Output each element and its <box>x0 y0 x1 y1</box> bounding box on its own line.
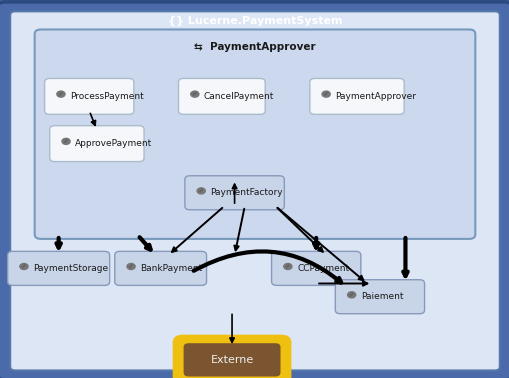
Text: {} Lucerne.PaymentSystem: {} Lucerne.PaymentSystem <box>167 16 342 26</box>
FancyBboxPatch shape <box>45 79 133 114</box>
Text: CCPayment: CCPayment <box>297 264 349 273</box>
Circle shape <box>62 138 70 144</box>
FancyBboxPatch shape <box>183 343 280 376</box>
Text: PaymentApprover: PaymentApprover <box>335 92 415 101</box>
FancyBboxPatch shape <box>8 251 109 285</box>
FancyBboxPatch shape <box>335 280 424 314</box>
FancyBboxPatch shape <box>10 11 499 370</box>
Text: PaymentFactory: PaymentFactory <box>210 188 282 197</box>
Text: Externe: Externe <box>210 355 253 365</box>
Text: BankPayment: BankPayment <box>140 264 202 273</box>
FancyBboxPatch shape <box>178 79 265 114</box>
Text: ApprovePayment: ApprovePayment <box>75 139 152 148</box>
Circle shape <box>347 292 355 298</box>
Text: CancelPayment: CancelPayment <box>204 92 274 101</box>
FancyBboxPatch shape <box>50 125 144 162</box>
Circle shape <box>127 263 135 270</box>
FancyBboxPatch shape <box>185 176 284 210</box>
Text: ProcessPayment: ProcessPayment <box>70 92 144 101</box>
FancyBboxPatch shape <box>174 336 289 378</box>
Circle shape <box>190 91 199 97</box>
FancyBboxPatch shape <box>35 29 474 239</box>
FancyBboxPatch shape <box>115 251 206 285</box>
Circle shape <box>197 188 205 194</box>
FancyBboxPatch shape <box>309 79 404 114</box>
Circle shape <box>284 263 291 270</box>
Circle shape <box>57 91 65 97</box>
Text: PaymentStorage: PaymentStorage <box>33 264 108 273</box>
Circle shape <box>20 263 28 270</box>
Circle shape <box>322 91 330 97</box>
FancyBboxPatch shape <box>271 251 360 285</box>
Text: Paiement: Paiement <box>360 292 403 301</box>
Text: ⇆  PaymentApprover: ⇆ PaymentApprover <box>194 42 315 52</box>
